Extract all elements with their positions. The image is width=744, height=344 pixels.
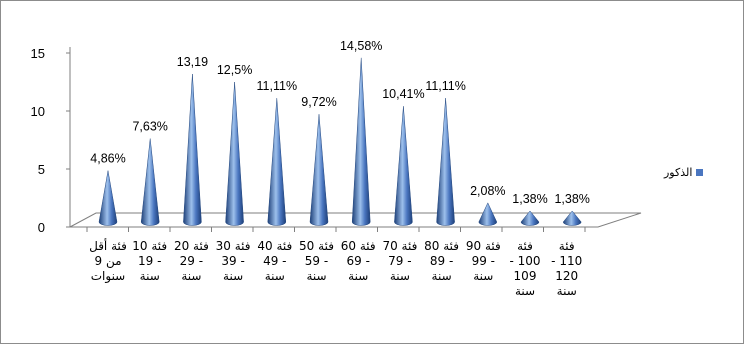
x-category-label: - 39 xyxy=(221,254,244,268)
x-category-label: فئة 80 xyxy=(424,239,459,253)
legend-label: الذكور xyxy=(664,166,693,179)
legend-swatch xyxy=(696,169,704,176)
cone-bar xyxy=(436,98,455,226)
x-category-label: فئة 30 xyxy=(216,239,251,253)
x-category-label: فئة 60 xyxy=(341,239,376,253)
x-category-label: سنة xyxy=(306,269,326,283)
cone-bar xyxy=(351,57,371,226)
x-category-label: سنوات xyxy=(91,269,126,284)
x-category-label: فئة xyxy=(559,239,575,253)
cone-bar xyxy=(225,81,244,226)
x-category-label: فئة xyxy=(517,239,533,253)
x-category-label: سنة xyxy=(348,269,368,283)
x-category-label: - 29 xyxy=(180,254,203,268)
data-label: 4,86% xyxy=(90,152,125,166)
x-category-label: - 89 xyxy=(430,254,453,268)
data-label: 13,19 xyxy=(177,55,208,69)
cone-bar xyxy=(267,98,287,226)
x-category-label: فئة 70 xyxy=(382,239,417,253)
x-category-label: - 69 xyxy=(346,254,369,268)
data-label: 11,11% xyxy=(257,79,298,93)
x-category-label: - 19 xyxy=(138,254,161,268)
data-label: 14,58% xyxy=(340,39,382,53)
x-category-label: 109 xyxy=(514,269,537,283)
cone-bar xyxy=(520,210,540,226)
x-category-label: - 49 xyxy=(263,254,286,268)
data-label: 12,5% xyxy=(217,63,252,77)
cone-bar xyxy=(562,210,582,226)
data-label: 10,41% xyxy=(382,87,424,101)
data-label: 9,72% xyxy=(301,95,336,109)
x-category-label: فئة أقل xyxy=(89,238,127,253)
x-category-label: - 59 xyxy=(305,254,328,268)
cone-bar xyxy=(140,138,160,226)
y-tick-label: 10 xyxy=(31,104,45,119)
x-category-label: فئة 90 xyxy=(466,239,501,253)
x-category-label: سنة xyxy=(265,269,285,283)
y-tick-label: 0 xyxy=(38,220,45,235)
x-category-label: 100 - xyxy=(509,254,540,268)
data-label: 1,38% xyxy=(512,192,547,206)
x-category-label: فئة 50 xyxy=(299,239,334,253)
cone-bar xyxy=(309,114,329,226)
x-category-label: 110 - xyxy=(551,254,582,268)
x-category-label: سنة xyxy=(390,269,410,283)
x-category-label: فئة 20 xyxy=(174,239,209,253)
data-label: 2,08% xyxy=(470,184,505,198)
data-label: 1,38% xyxy=(554,192,589,206)
x-category-label: سنة xyxy=(515,284,535,298)
y-tick-label: 5 xyxy=(38,162,45,177)
x-category-label: سنة xyxy=(181,269,201,283)
legend: الذكور xyxy=(664,166,704,179)
x-category-label: سنة xyxy=(557,284,577,298)
x-category-label: سنة xyxy=(223,269,243,283)
x-category-label: سنة xyxy=(140,269,160,283)
x-category-label: - 79 xyxy=(388,254,411,268)
cone-bar xyxy=(183,73,202,226)
cone-bar xyxy=(98,170,118,226)
x-category-label: فئة 10 xyxy=(132,239,167,253)
x-category-label: فئة 40 xyxy=(257,239,292,253)
cone-bar xyxy=(478,202,498,226)
x-category-label: سنة xyxy=(473,269,493,283)
data-label: 11,11% xyxy=(425,79,466,93)
x-category-label: من 9 xyxy=(94,254,121,269)
x-category-label: 120 xyxy=(555,269,578,283)
cone-bar xyxy=(394,106,413,226)
x-category-label: - 99 xyxy=(472,254,495,268)
x-category-label: سنة xyxy=(432,269,452,283)
y-tick-label: 15 xyxy=(31,46,45,61)
data-label: 7,63% xyxy=(132,119,167,133)
